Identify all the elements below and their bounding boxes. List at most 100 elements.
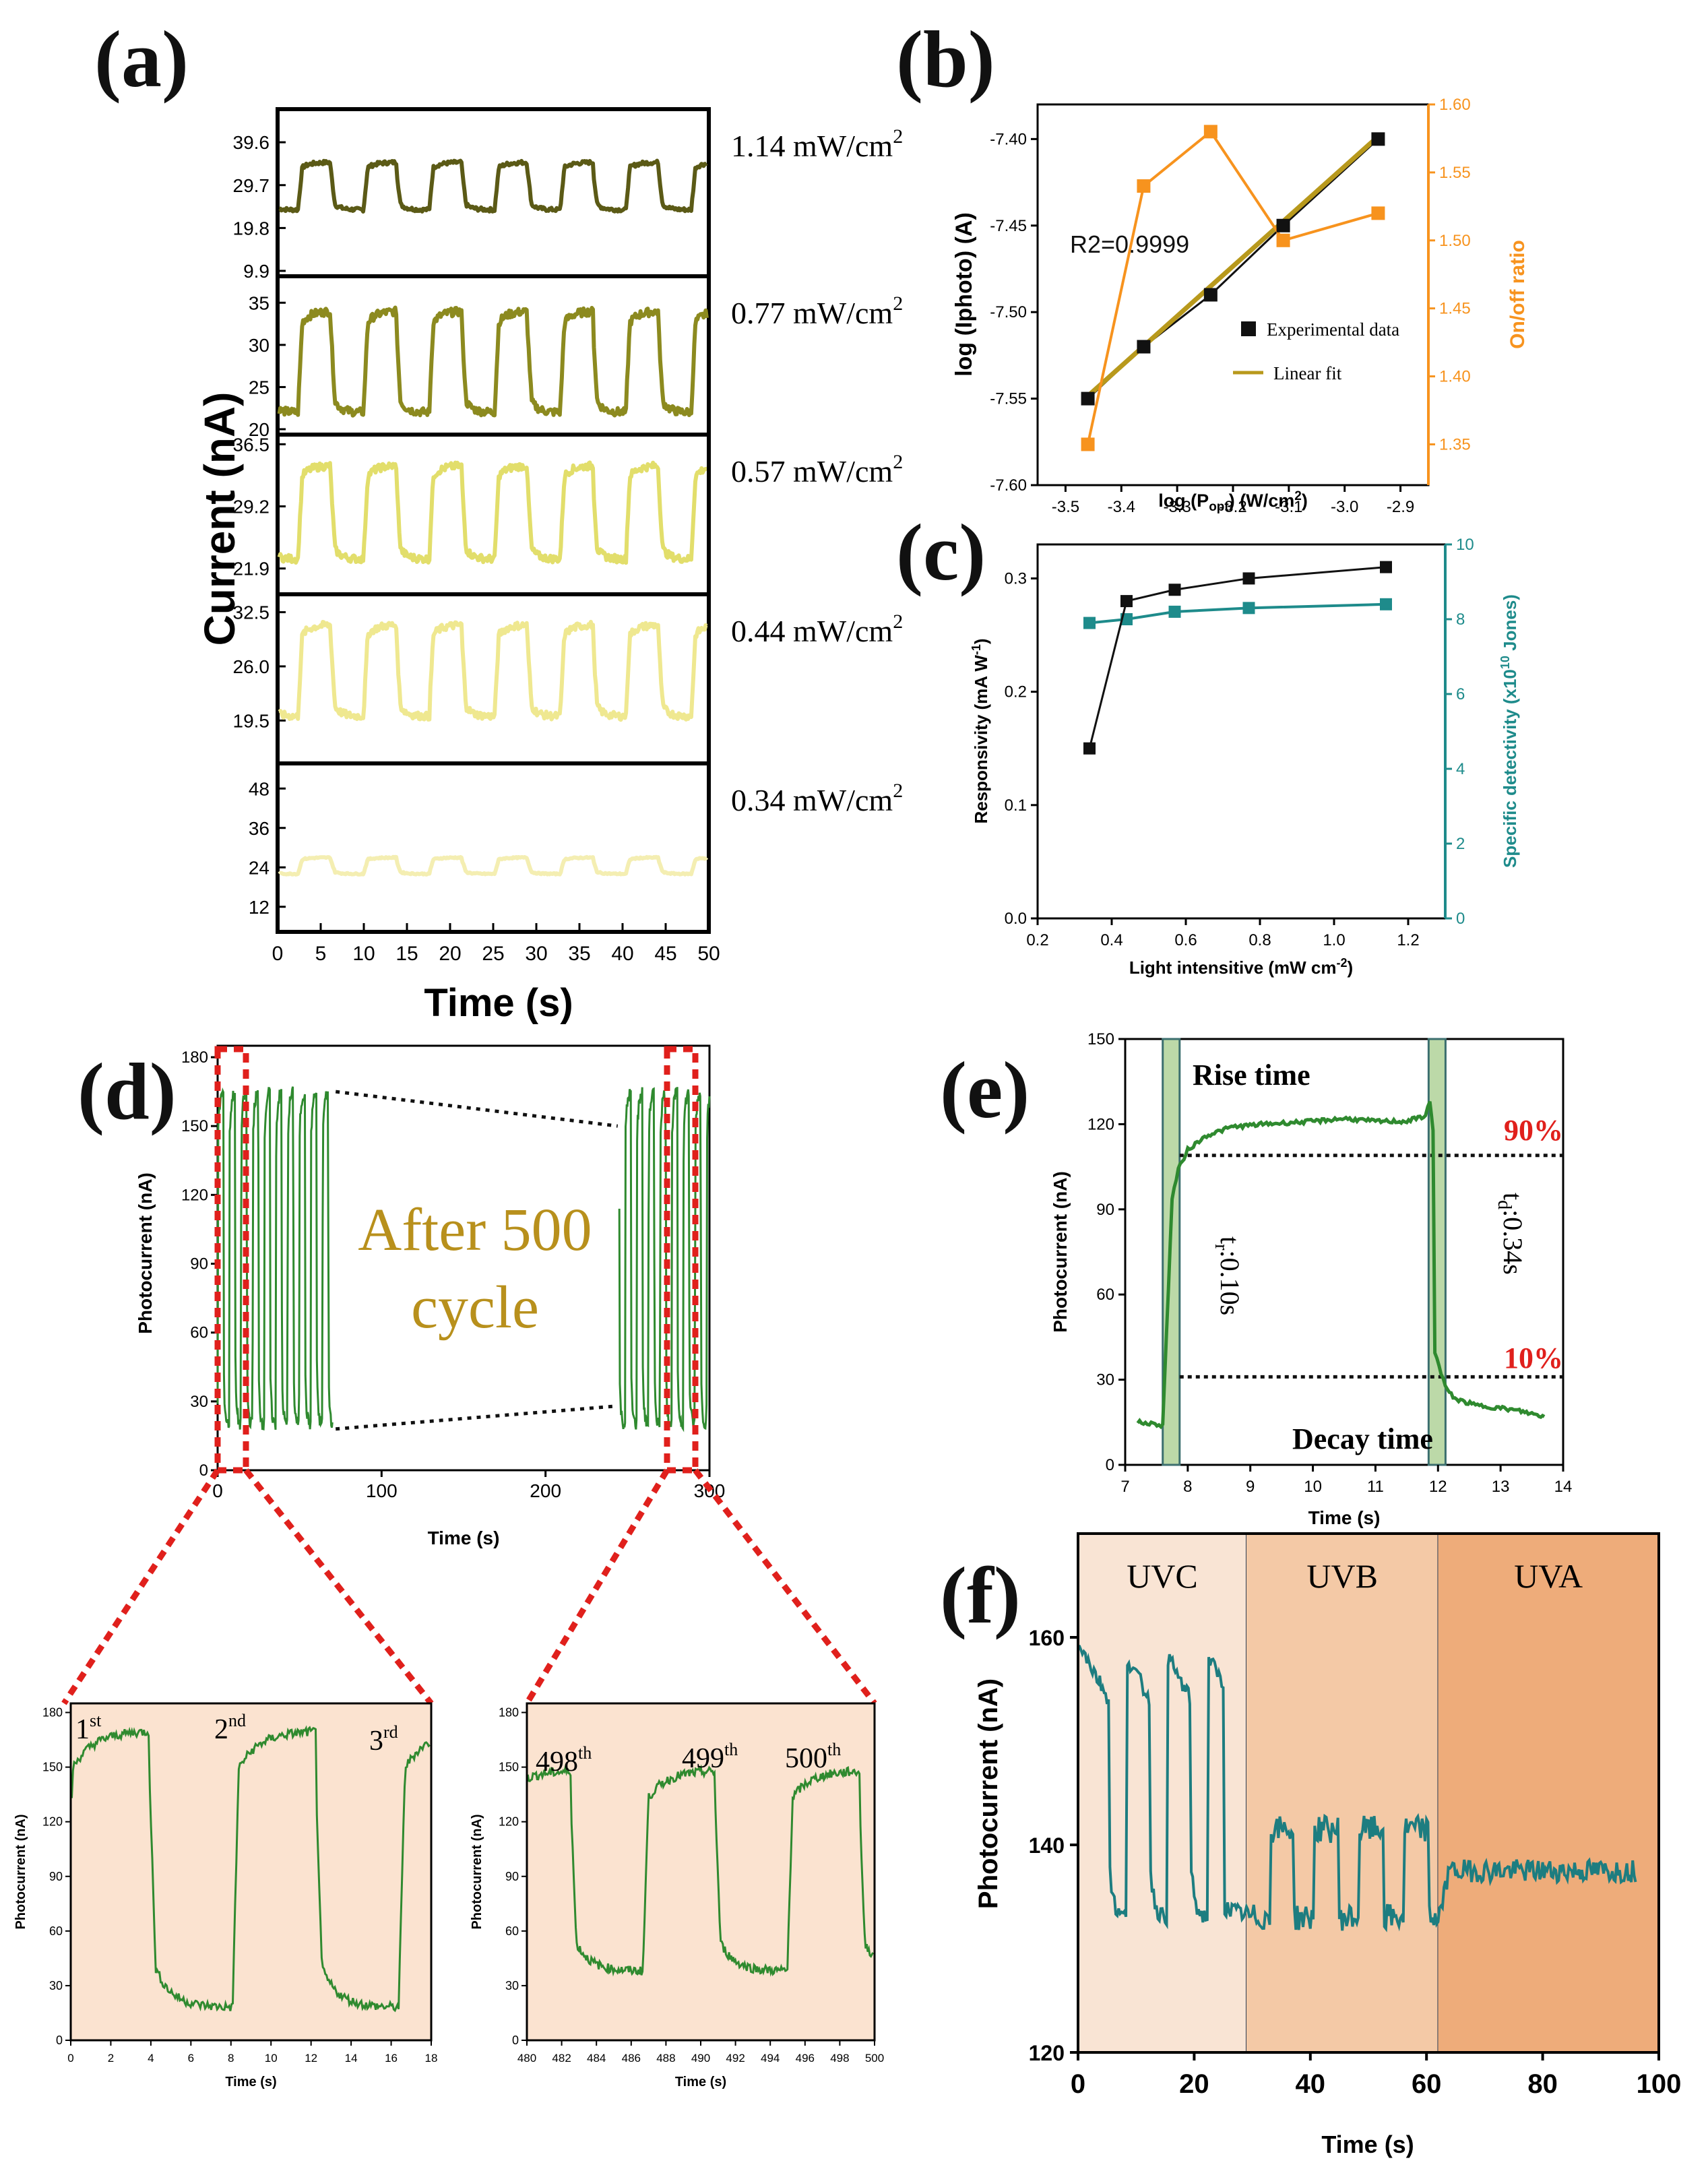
inset-x-tick-label: 14 <box>345 2052 358 2065</box>
inset-y-tick-label: 60 <box>49 1924 63 1938</box>
panel-d-connector <box>693 1468 877 1705</box>
panel-c-y2-tick-label: 10 <box>1456 536 1474 554</box>
panel-d: (d) 01002003000306090120150180 After 500… <box>13 1044 884 2089</box>
inset-y-tick-label: 180 <box>499 1706 519 1720</box>
panel-b-y-tick-label: -7.45 <box>990 217 1027 235</box>
panel-c-y-axis-title: Responsivity (mA W-1) <box>970 638 991 823</box>
panel-b-legend-experimental: Experimental data <box>1267 319 1399 340</box>
panel-d-y-tick-label: 60 <box>190 1324 208 1342</box>
panel-c-y2-tick-label: 4 <box>1456 760 1465 778</box>
panel-b-x-tick-label: -3.5 <box>1052 498 1079 516</box>
panel-e-y-tick-label: 0 <box>1106 1456 1114 1474</box>
panel-b-legend-linear-fit: Linear fit <box>1273 363 1342 383</box>
inset-y-tick-label: 150 <box>42 1761 63 1774</box>
panel-e-decay-time-value: td:0.34s <box>1494 1193 1528 1275</box>
panel-b-y-tick-label: -7.55 <box>990 390 1027 408</box>
panel-f-region <box>1246 1534 1438 2052</box>
inset-y-tick-label: 30 <box>49 1979 63 1992</box>
panel-f-region-label: UVC <box>1127 1557 1198 1595</box>
inset-x-tick-label: 496 <box>796 2052 815 2065</box>
panel-f-y-tick-label: 140 <box>1029 1833 1065 1858</box>
inset-y-axis-title: Photocurrent (nA) <box>470 1814 484 1929</box>
inset-x-axis-title: Time (s) <box>225 2075 276 2089</box>
panel-b-onoff-point <box>1081 437 1095 451</box>
panel-a-y-tick-label: 19.8 <box>233 218 270 239</box>
panel-d-connector <box>524 1468 670 1705</box>
panel-d-dotted-guide <box>335 1090 619 1128</box>
panel-d-y-tick-label: 90 <box>190 1255 208 1273</box>
panel-a-x-tick-label: 30 <box>525 943 547 965</box>
panel-b-y2-tick-label: 1.40 <box>1439 368 1471 386</box>
panel-a-strip-frame <box>276 592 711 765</box>
panel-a-y-tick-label: 39.6 <box>233 132 270 153</box>
panel-a-y-axis-title: Current (nA) <box>195 392 244 646</box>
panel-f-region-label: UVA <box>1514 1557 1583 1595</box>
panel-c-detectivity-point <box>1083 617 1096 629</box>
panel-a-y-tick-label: 32.5 <box>233 602 270 623</box>
panel-e-x-axis-title: Time (s) <box>1308 1507 1381 1528</box>
panel-b: (b) -3.5 -3.4 -3.3 -3.2 -3.1 -3.0 -2.9 -7.40 -7.… <box>896 14 1529 516</box>
panel-d-connector <box>61 1468 220 1705</box>
panel-b-onoff-point <box>1203 125 1217 139</box>
panel-d-photocurrent-line <box>618 1087 711 1433</box>
inset-y-tick-label: 150 <box>499 1761 519 1774</box>
panel-e-y-tick-label: 150 <box>1087 1030 1114 1048</box>
panel-b-x-tick-label: -3.0 <box>1331 498 1358 516</box>
panel-b-experimental-point <box>1081 391 1095 406</box>
panel-a-y-tick-label: 29.2 <box>233 497 270 517</box>
panel-a-x-tick-label: 50 <box>697 943 720 965</box>
panel-a-y-tick-label: 26.0 <box>233 656 270 677</box>
panel-c-x-tick-label: 1.0 <box>1323 931 1345 949</box>
panel-d-x-axis-title: Time (s) <box>428 1528 500 1548</box>
panel-d-dotted-guide <box>335 1404 618 1431</box>
panel-e-90-percent-label: 90% <box>1504 1114 1563 1147</box>
panel-c-y2-axis-title: Specific detectivity (x1010 Jones) <box>1498 594 1520 868</box>
panel-b-y-tick-label: -7.50 <box>990 303 1027 321</box>
panel-f-x-tick-label: 100 <box>1637 2069 1682 2099</box>
panel-a-strip-frame <box>276 433 711 596</box>
panel-f-region <box>1078 1534 1246 2052</box>
panel-e-label: (e) <box>940 1045 1030 1135</box>
panel-c-y2-tick-label: 6 <box>1456 685 1465 703</box>
panel-a-x-tick-label: 10 <box>352 943 375 965</box>
inset-photocurrent-line <box>526 1763 875 1977</box>
panel-b-frame <box>1036 103 1430 486</box>
panel-e-y-tick-label: 30 <box>1096 1371 1114 1389</box>
panel-e: (e) 7 8 9 10 11 12 13 14 0 30 60 90 120 150 Rise time… <box>940 1030 1572 1528</box>
panel-d-zoom-box-end <box>664 1046 699 1474</box>
inset-y-tick-label: 30 <box>505 1979 519 1992</box>
panel-b-experimental-point <box>1203 288 1217 302</box>
panel-f-y-tick-label: 160 <box>1029 1626 1065 1650</box>
panel-a-series-line <box>277 305 709 418</box>
panel-f-x-tick-label: 40 <box>1296 2069 1326 2099</box>
inset-y-tick-label: 180 <box>42 1706 63 1720</box>
panel-f-y-axis-title: Photocurrent (nA) <box>974 1678 1003 1909</box>
panel-c-x-tick-label: 0.2 <box>1026 931 1048 949</box>
panel-a-label: (a) <box>94 14 189 104</box>
panel-f-x-tick-label: 0 <box>1071 2069 1085 2099</box>
panel-d-y-axis-title: Photocurrent (nA) <box>135 1172 156 1334</box>
panel-a-x-tick-label: 5 <box>315 943 327 965</box>
inset-x-tick-label: 484 <box>587 2052 606 2065</box>
panel-b-y-tick-label: -7.60 <box>990 476 1027 495</box>
panel-a-intensity-label: 0.44 mW/cm2 <box>731 610 903 648</box>
panel-a-y-tick-label: 20 <box>249 419 270 440</box>
panel-b-experimental-point <box>1137 340 1151 354</box>
panel-d-y-tick-label: 150 <box>181 1117 208 1135</box>
panel-b-y-tick-label: -7.40 <box>990 130 1027 148</box>
panel-c-x-tick-label: 0.8 <box>1248 931 1271 949</box>
inset-y-tick-label: 0 <box>512 2034 519 2047</box>
panel-a-x-tick-label: 20 <box>439 943 461 965</box>
panel-c-responsivity-point <box>1120 595 1133 608</box>
panel-c-responsivity-point <box>1242 572 1255 585</box>
inset-x-tick-label: 500 <box>865 2052 884 2065</box>
inset-background <box>527 1703 875 2040</box>
panel-b-onoff-point <box>1371 206 1385 220</box>
panel-e-y-axis-title: Photocurrent (nA) <box>1050 1171 1071 1333</box>
inset-y-tick-label: 90 <box>505 1870 519 1883</box>
panel-a-y-tick-label: 21.9 <box>233 559 270 579</box>
panel-a: (a) 39.6 29.7 19.8 9.9 1.14 mW/cm2 35 30 25 20 0.… <box>94 14 903 1025</box>
panel-e-rise-time-value: tr:0.10s <box>1211 1236 1245 1315</box>
inset-x-tick-label: 2 <box>108 2052 114 2065</box>
